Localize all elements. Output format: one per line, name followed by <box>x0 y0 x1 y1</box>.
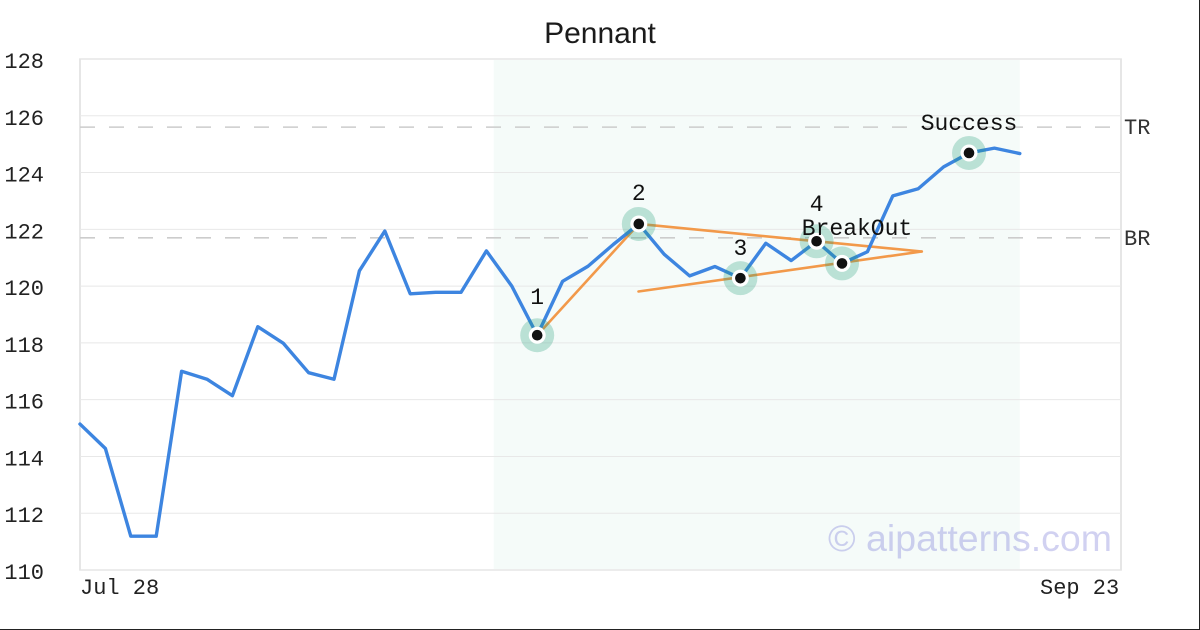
svg-text:3: 3 <box>734 236 748 262</box>
svg-text:1: 1 <box>530 285 544 311</box>
svg-text:2: 2 <box>632 181 646 207</box>
svg-text:BreakOut: BreakOut <box>802 216 912 242</box>
svg-text:120: 120 <box>4 277 44 302</box>
svg-text:110: 110 <box>4 561 44 586</box>
svg-text:116: 116 <box>4 391 44 416</box>
svg-text:Success: Success <box>921 111 1018 137</box>
svg-text:118: 118 <box>4 334 44 359</box>
svg-text:BR: BR <box>1124 227 1150 252</box>
svg-text:126: 126 <box>4 107 44 132</box>
svg-text:4: 4 <box>810 192 824 218</box>
svg-text:Sep 23: Sep 23 <box>1040 576 1119 601</box>
svg-text:112: 112 <box>4 504 44 529</box>
svg-text:122: 122 <box>4 220 44 245</box>
svg-text:Jul 28: Jul 28 <box>80 576 159 601</box>
svg-text:114: 114 <box>4 447 44 472</box>
svg-text:124: 124 <box>4 164 44 189</box>
svg-text:TR: TR <box>1124 116 1150 141</box>
svg-text:© aipatterns.com: © aipatterns.com <box>828 517 1112 559</box>
svg-text:128: 128 <box>4 50 44 75</box>
